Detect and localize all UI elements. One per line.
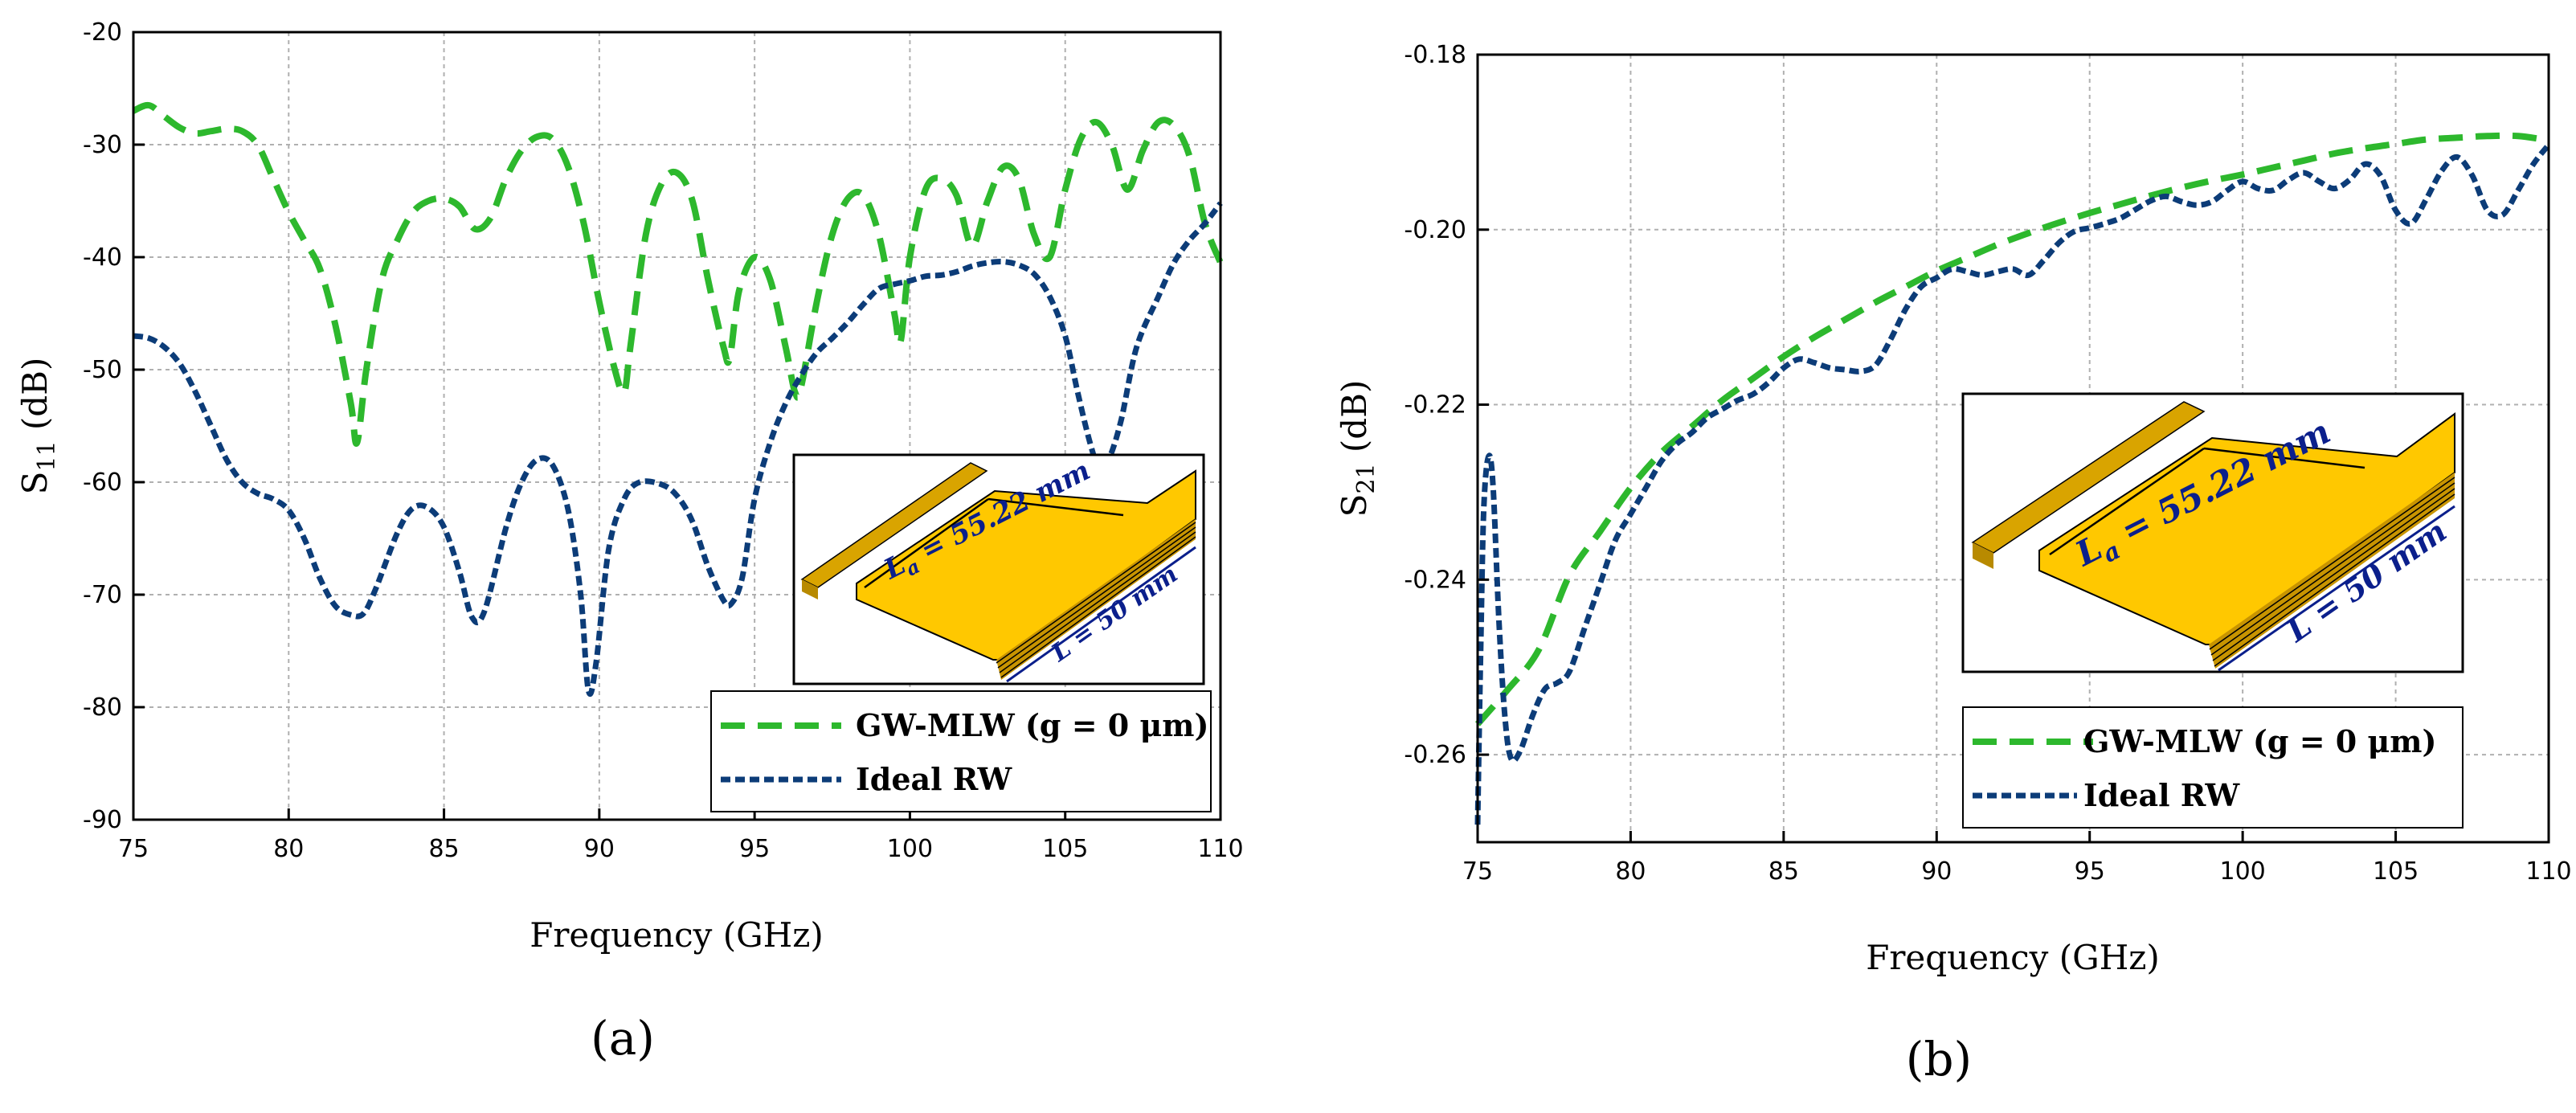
legend-entry-ideal-b: Ideal RW (2083, 777, 2241, 813)
x-axis-label-b: Frequency (GHz) (1866, 938, 2160, 977)
legend-entry-gw-b: GW-MLW (g = 0 μm) (2083, 723, 2436, 759)
y-tick-label: -70 (83, 581, 122, 609)
series-line-gw-mlw (132, 101, 1224, 447)
x-tick-label: 85 (1768, 857, 1799, 886)
y-axis-label-rest-a: (dB) (15, 358, 55, 441)
x-tick-label: 85 (428, 835, 459, 863)
x-tick-label: 90 (1921, 857, 1952, 886)
plot-frame-b (1476, 53, 2550, 844)
x-tick-label: 95 (739, 835, 770, 863)
caption-b: (b) (1906, 1032, 1972, 1086)
x-tick-label: 110 (2525, 857, 2571, 886)
x-tick-label: 75 (1462, 857, 1493, 886)
x-tick-label: 80 (1615, 857, 1646, 886)
y-tick-label: -0.24 (1404, 566, 1466, 594)
waveguide-inset-a: La = 55.22 mm L = 50 mm (792, 453, 1205, 685)
y-axis-label-main-b: S (1335, 494, 1374, 518)
legend-b: GW-MLW (g = 0 μm) Ideal RW (1962, 706, 2464, 829)
x-tick-label: 105 (2373, 857, 2419, 886)
y-tick-label: -90 (83, 806, 122, 834)
caption-a: (a) (591, 1011, 655, 1066)
series-layer-b (1474, 132, 2551, 825)
legend-entry-gw-a: GW-MLW (g = 0 μm) (856, 707, 1208, 743)
x-tick-label: 100 (887, 835, 933, 863)
waveguide-drawing-a (800, 462, 1196, 683)
x-tick-label: 90 (584, 835, 615, 863)
y-axis-label-b: S21 (dB) (1335, 380, 1380, 518)
y-tick-label: -40 (83, 243, 122, 272)
chart-panel-b: 75 80 85 90 95 100 105 110 -0.18 -0.20 -0.22 -0.24 -… (1335, 41, 2572, 1086)
y-axis-label-a: S11 (dB) (15, 358, 61, 495)
y-tick-label: -0.26 (1404, 741, 1466, 769)
x-tick-label: 105 (1042, 835, 1088, 863)
x-axis-label-a: Frequency (GHz) (530, 915, 824, 955)
y-tick-label: -0.18 (1404, 41, 1466, 69)
series-line-gw-mlw (1474, 132, 2549, 726)
y-tick-label: -0.22 (1404, 391, 1466, 419)
tick-layer-a: 75 80 85 90 95 100 105 110 -20 -30 -40 -50 -60 -70 -80… (83, 18, 1244, 863)
y-axis-label-sub-a: 11 (33, 440, 61, 471)
x-tick-label: 95 (2075, 857, 2105, 886)
y-tick-label: -80 (83, 694, 122, 722)
tick-layer-b: 75 80 85 90 95 100 105 110 -0.18 -0.20 -0.22 -0.24 -… (1404, 41, 2571, 886)
y-tick-label: -30 (83, 131, 122, 159)
chart-panel-a: 75 80 85 90 95 100 105 110 -20 -30 -40 -50 -60 -70 -80… (15, 18, 1244, 1066)
y-axis-label-rest-b: (dB) (1335, 380, 1374, 464)
y-tick-label: -20 (83, 18, 122, 47)
x-tick-label: 100 (2220, 857, 2266, 886)
plot-frame-a (132, 31, 1222, 821)
series-layer-a (132, 101, 1224, 698)
legend-a: GW-MLW (g = 0 μm) Ideal RW (710, 690, 1212, 812)
y-axis-label-sub-b: 21 (1352, 463, 1380, 493)
series-line-ideal-rw (133, 201, 1223, 698)
x-tick-label: 75 (118, 835, 149, 863)
y-axis-label-main-a: S (15, 472, 55, 495)
y-tick-label: -0.20 (1404, 216, 1466, 244)
gridlines-a (133, 32, 1221, 820)
y-tick-label: -60 (83, 469, 122, 497)
y-tick-label: -50 (83, 356, 122, 384)
x-tick-label: 80 (273, 835, 304, 863)
waveguide-inset-b: La = 55.22 mm L = 50 mm (1961, 392, 2464, 673)
legend-entry-ideal-a: Ideal RW (856, 761, 1013, 797)
waveguide-drawing-b (1971, 401, 2455, 672)
x-tick-label: 110 (1197, 835, 1243, 863)
series-line-ideal-rw (1474, 142, 2551, 825)
